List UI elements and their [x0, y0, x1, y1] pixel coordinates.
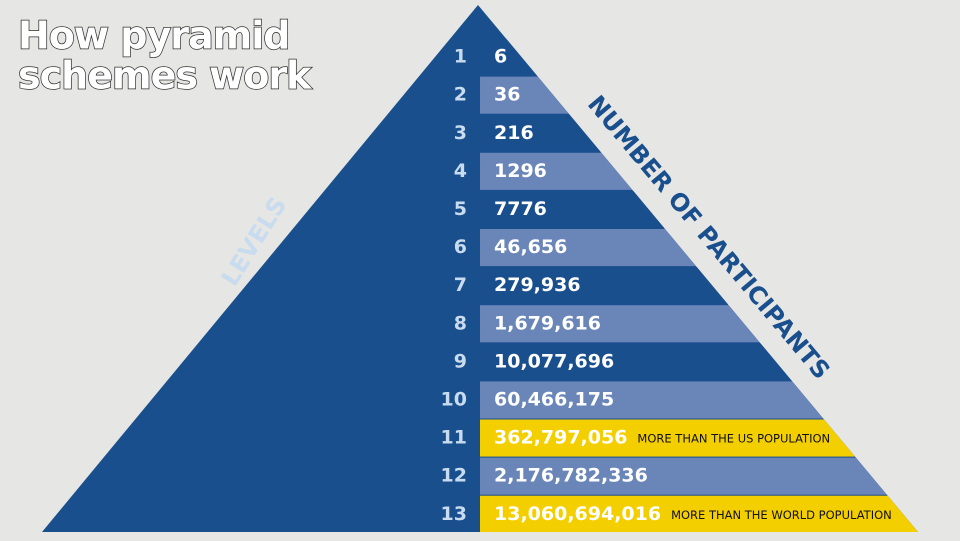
level-number: 6 [454, 236, 467, 258]
participant-count: 362,797,056 [494, 427, 627, 449]
level-number: 1 [454, 46, 467, 68]
title-line: schemes work [18, 54, 312, 98]
level-number: 13 [441, 503, 467, 525]
level-number: 4 [454, 160, 467, 182]
participant-count: 6 [494, 46, 507, 68]
participant-count: 1,679,616 [494, 312, 601, 334]
level-number: 9 [454, 350, 467, 372]
level-number: 11 [441, 427, 467, 449]
title-line: How pyramid [18, 14, 289, 58]
level-number: 3 [454, 122, 467, 144]
level-number: 2 [454, 84, 467, 106]
participant-count: 10,077,696 [494, 350, 614, 372]
level-number: 5 [454, 198, 467, 220]
participant-count: 13,060,694,016 [494, 503, 661, 525]
level-number: 8 [454, 312, 467, 334]
participant-count: 1296 [494, 160, 547, 182]
level-number: 12 [441, 465, 467, 487]
participant-count: 7776 [494, 198, 547, 220]
participant-count: 36 [494, 84, 520, 106]
level-number: 7 [454, 274, 467, 296]
row-note: MORE THAN THE US POPULATION [637, 432, 830, 446]
row-band [480, 457, 918, 495]
level-number: 10 [441, 388, 467, 410]
row-band [480, 495, 918, 532]
participant-count: 216 [494, 122, 534, 144]
participant-count: 279,936 [494, 274, 581, 296]
participant-count: 46,656 [494, 236, 567, 258]
participant-count: 2,176,782,336 [494, 465, 648, 487]
participant-count: 60,466,175 [494, 388, 614, 410]
row-note: MORE THAN THE WORLD POPULATION [671, 508, 892, 522]
